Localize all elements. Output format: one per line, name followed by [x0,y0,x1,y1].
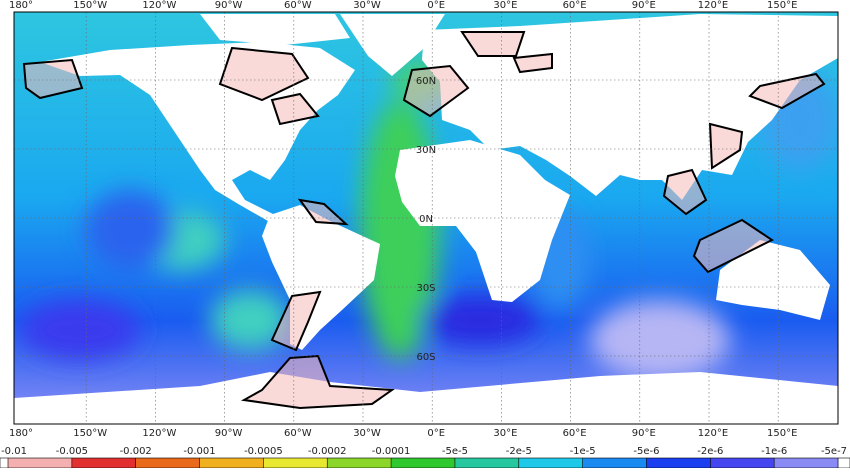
longitude-label: 30°W [353,428,381,439]
longitude-label: 0°E [427,428,445,439]
colorbar-segment [774,458,839,468]
colorbar-label: -1e-6 [761,446,787,457]
colorbar-label: -0.0002 [308,446,347,457]
latitude-label: 30S [416,283,435,294]
region-outline [460,31,526,57]
colorbar-segment [710,458,775,468]
colorbar-label: -5e-6 [633,446,659,457]
region-outline [270,92,320,126]
latitude-label: 60S [416,352,435,363]
graticule [14,12,838,424]
region-outline [240,354,395,410]
highlight-regions [22,31,826,410]
longitude-label: 60°E [563,428,587,439]
longitude-label: 60°W [284,428,312,439]
colorbar-label: -2e-5 [506,446,532,457]
colorbar-label: -0.001 [183,446,215,457]
longitude-label: 90°W [215,428,243,439]
longitude-label: 150°W [73,428,107,439]
colorbar-segment [71,458,137,468]
longitude-label: 180° [9,0,33,11]
longitude-label: 150°E [767,0,797,11]
longitude-label: 30°E [493,428,517,439]
map-frame [13,11,839,425]
colorbar-label: -0.002 [120,446,152,457]
longitude-label: 30°W [353,0,381,11]
colorbar-label: -0.01 [1,446,27,457]
longitude-label: 120°W [142,0,176,11]
longitude-label: 150°E [767,428,797,439]
land [716,240,830,320]
longitude-label: 90°E [632,428,656,439]
colorbar-segment [8,458,73,468]
colorbar-label: -5e-7 [821,446,847,457]
colorbar-label: -0.005 [56,446,88,457]
colorbar-segment [454,458,520,468]
colorbar-segment [199,458,264,468]
colorbar-segment [518,458,584,468]
longitude-label: 120°E [698,428,728,439]
region-outline [218,46,310,102]
region-outline [512,52,553,74]
region-outline [270,290,322,352]
colorbar-label: -0.0001 [372,446,411,457]
latitude-label: 0N [419,214,433,225]
colorbar-segment [135,458,201,468]
coordinate-labels: 180° 180° 150°W 150°W 120°W 120°W 90°W 90°W 60°W… [9,0,797,439]
region-outline [402,64,470,118]
region-outline [692,218,774,274]
colorbar-label: -5e-5 [442,446,468,457]
longitude-label: 180° [9,428,33,439]
latitude-label: 30N [416,145,436,156]
colorbar-segment [646,458,711,468]
land [200,14,350,45]
land [395,140,570,302]
colorbar-segment [327,458,392,468]
colorbar-segment [391,458,456,468]
longitude-label: 30°E [493,0,517,11]
colorbar-segment [582,458,647,468]
land [340,14,445,76]
map-area [14,12,838,424]
region-outline [748,72,826,110]
longitude-label: 60°W [284,0,312,11]
longitude-label: 150°W [73,0,107,11]
colorbar-label: -1e-5 [570,446,596,457]
colorbar-segment [263,458,328,468]
colorbar-label: -0.0005 [244,446,283,457]
longitude-label: 0°E [427,0,445,11]
region-outline [662,168,708,216]
colorbar-label: -2e-6 [697,446,723,457]
land [14,372,838,424]
longitude-label: 90°W [215,0,243,11]
region-outline [708,122,744,170]
colorbar: -0.01 -0.005 -0.002 -0.001 -0.0005 -0.0002 -0.… [0,446,850,469]
region-outline [22,58,84,100]
longitude-label: 90°E [632,0,656,11]
longitude-label: 120°W [142,428,176,439]
longitude-label: 60°E [563,0,587,11]
latitude-label: 60N [416,76,436,87]
longitude-label: 120°E [698,0,728,11]
